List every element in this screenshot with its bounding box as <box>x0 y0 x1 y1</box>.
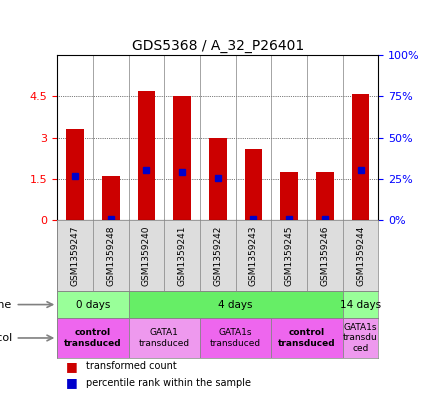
Bar <box>66 129 84 220</box>
FancyBboxPatch shape <box>128 291 343 318</box>
Bar <box>209 138 227 220</box>
Text: protocol: protocol <box>0 333 12 343</box>
Text: transformed count: transformed count <box>86 362 176 371</box>
Text: 4 days: 4 days <box>218 299 253 310</box>
FancyBboxPatch shape <box>343 291 378 318</box>
Bar <box>352 94 370 220</box>
Bar <box>138 91 155 220</box>
Text: GSM1359242: GSM1359242 <box>213 225 222 286</box>
FancyBboxPatch shape <box>343 318 378 358</box>
Text: control
transduced: control transduced <box>64 328 122 348</box>
Text: GSM1359241: GSM1359241 <box>178 225 187 286</box>
Text: GATA1
transduced: GATA1 transduced <box>139 328 190 348</box>
Bar <box>280 172 298 220</box>
Text: GSM1359243: GSM1359243 <box>249 225 258 286</box>
Bar <box>102 176 120 220</box>
Text: GSM1359244: GSM1359244 <box>356 225 365 286</box>
Text: GSM1359246: GSM1359246 <box>320 225 330 286</box>
Text: GSM1359247: GSM1359247 <box>70 225 80 286</box>
Bar <box>173 96 191 220</box>
Text: control
transduced: control transduced <box>278 328 336 348</box>
Text: 14 days: 14 days <box>340 299 381 310</box>
Bar <box>316 172 334 220</box>
Text: time: time <box>0 299 12 310</box>
Text: GSM1359240: GSM1359240 <box>142 225 151 286</box>
FancyBboxPatch shape <box>57 318 128 358</box>
Text: 0 days: 0 days <box>76 299 110 310</box>
Text: GATA1s
transdu
ced: GATA1s transdu ced <box>343 323 378 353</box>
Title: GDS5368 / A_32_P26401: GDS5368 / A_32_P26401 <box>132 39 304 53</box>
Text: GSM1359248: GSM1359248 <box>106 225 115 286</box>
FancyBboxPatch shape <box>128 318 200 358</box>
Text: ■: ■ <box>66 360 78 373</box>
FancyBboxPatch shape <box>200 318 271 358</box>
Bar <box>245 149 262 220</box>
FancyBboxPatch shape <box>271 318 343 358</box>
Text: GATA1s
transduced: GATA1s transduced <box>210 328 261 348</box>
Text: GSM1359245: GSM1359245 <box>285 225 293 286</box>
Text: percentile rank within the sample: percentile rank within the sample <box>86 378 251 388</box>
Text: ■: ■ <box>66 376 78 389</box>
FancyBboxPatch shape <box>57 291 128 318</box>
